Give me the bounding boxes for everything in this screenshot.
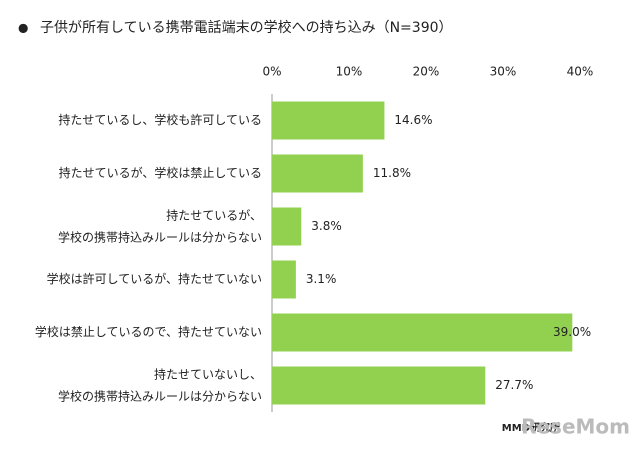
x-tick-label: 0%	[262, 65, 281, 79]
category-label: 持たせているが、学校は禁止している	[59, 165, 262, 180]
chart-title: 子供が所有している携帯電話端末の学校への持ち込み（N=390）	[40, 19, 453, 36]
title-bullet: ●	[18, 21, 28, 35]
value-label: 39.0%	[553, 325, 591, 339]
value-label: 3.8%	[311, 219, 342, 233]
bar	[272, 313, 573, 352]
value-label: 27.7%	[495, 378, 533, 392]
x-tick-label: 20%	[413, 65, 440, 79]
x-tick-label: 30%	[490, 65, 517, 79]
category-label: 持たせているが、学校の携帯持込みルールは分からない	[58, 207, 262, 244]
bar	[272, 207, 302, 246]
category-label: 持たせていないし、学校の携帯持込みルールは分からない	[58, 366, 262, 403]
x-tick-label: 40%	[567, 65, 594, 79]
bar	[272, 260, 296, 299]
source: MMD研究所	[502, 421, 560, 434]
bar	[272, 101, 385, 140]
bar	[272, 154, 363, 193]
value-label: 14.6%	[394, 113, 432, 127]
category-label: 学校は禁止しているので、持たせていない	[35, 324, 262, 339]
value-label: 3.1%	[306, 272, 337, 286]
category-label: 学校は許可しているが、持たせていない	[47, 271, 262, 286]
value-label: 11.8%	[373, 166, 411, 180]
bar	[272, 366, 486, 405]
x-tick-label: 10%	[336, 65, 363, 79]
watermark: ReseMom	[521, 415, 630, 439]
category-label: 持たせているし、学校も許可している	[58, 112, 262, 127]
